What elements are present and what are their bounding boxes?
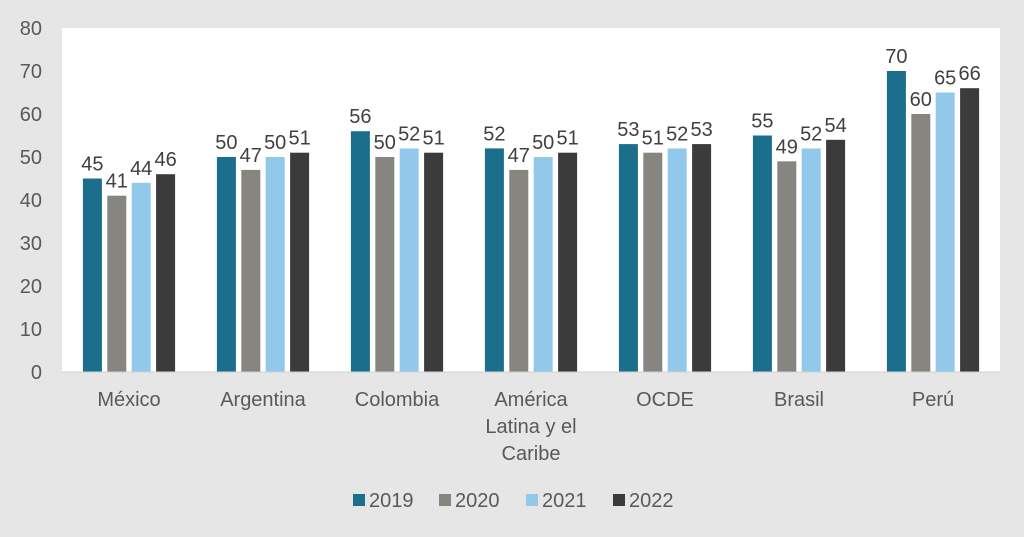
bar-2019 xyxy=(216,157,236,372)
data-label: 53 xyxy=(617,119,639,141)
data-label: 52 xyxy=(800,123,822,145)
legend-label: 2022 xyxy=(629,490,674,512)
bar-2019 xyxy=(618,144,638,372)
data-label: 49 xyxy=(776,136,798,158)
bar-2022 xyxy=(826,139,846,372)
data-label: 45 xyxy=(81,154,103,176)
data-label: 41 xyxy=(106,171,128,193)
data-label: 52 xyxy=(398,123,420,145)
bar-2022 xyxy=(960,88,980,372)
bar-2019 xyxy=(350,131,370,372)
legend-label: 2020 xyxy=(455,490,500,512)
bar-2022 xyxy=(692,144,712,372)
data-label: 60 xyxy=(910,89,932,111)
bars xyxy=(82,71,980,372)
data-label: 51 xyxy=(422,128,444,150)
data-label: 51 xyxy=(556,128,578,150)
data-label: 50 xyxy=(374,132,396,154)
bar-2019 xyxy=(82,178,102,372)
bar-2022 xyxy=(156,174,176,372)
y-tick-label: 60 xyxy=(20,104,42,126)
data-label: 47 xyxy=(240,145,262,167)
y-tick-label: 70 xyxy=(20,61,42,83)
y-tick-label: 0 xyxy=(31,362,42,384)
data-label: 50 xyxy=(215,132,237,154)
legend-swatch-2020 xyxy=(439,494,451,506)
bar-2019 xyxy=(484,148,504,372)
legend-label: 2019 xyxy=(369,490,414,512)
data-label: 66 xyxy=(958,63,980,85)
bar-2021 xyxy=(935,92,955,372)
bar-2020 xyxy=(911,114,931,372)
y-tick-label: 80 xyxy=(20,18,42,40)
data-label: 44 xyxy=(130,158,152,180)
data-label: 51 xyxy=(288,128,310,150)
bar-2022 xyxy=(424,152,444,372)
x-axis: México Argentina Colombia América Latina y e… xyxy=(97,389,954,465)
data-label: 52 xyxy=(483,123,505,145)
legend-label: 2021 xyxy=(542,490,587,512)
bar-2021 xyxy=(667,148,687,372)
bar-2022 xyxy=(290,152,310,372)
bar-2019 xyxy=(752,135,772,372)
data-label: 51 xyxy=(642,128,664,150)
x-tick-label: OCDE xyxy=(636,389,694,411)
x-tick-label: Perú xyxy=(912,389,954,411)
data-label: 70 xyxy=(885,46,907,68)
bar-2020 xyxy=(241,169,261,372)
y-axis: 0 10 20 30 40 50 60 70 80 xyxy=(20,18,42,384)
bar-2021 xyxy=(131,182,151,372)
data-label: 50 xyxy=(532,132,554,154)
bar-2020 xyxy=(107,195,127,372)
x-tick-label: Brasil xyxy=(774,389,824,411)
data-label: 50 xyxy=(264,132,286,154)
y-tick-label: 20 xyxy=(20,276,42,298)
legend-swatch-2022 xyxy=(613,494,625,506)
plot-area xyxy=(62,28,1000,372)
bar-2021 xyxy=(801,148,821,372)
data-label: 65 xyxy=(934,68,956,90)
x-tick-label: Caribe xyxy=(502,443,561,465)
bar-2020 xyxy=(777,161,797,372)
data-label: 53 xyxy=(690,119,712,141)
y-tick-label: 30 xyxy=(20,233,42,255)
x-tick-label: Colombia xyxy=(355,389,440,411)
bar-2020 xyxy=(509,169,529,372)
data-label: 55 xyxy=(751,111,773,133)
bar-2022 xyxy=(558,152,578,372)
bar-2019 xyxy=(886,71,906,372)
x-tick-label: Argentina xyxy=(220,389,306,411)
legend-swatch-2019 xyxy=(353,494,365,506)
legend: 2019 2020 2021 2022 xyxy=(353,490,674,512)
data-label: 56 xyxy=(349,106,371,128)
x-tick-label: Latina y el xyxy=(485,416,576,438)
y-tick-label: 10 xyxy=(20,319,42,341)
bar-2021 xyxy=(265,157,285,372)
x-tick-label: América xyxy=(494,389,568,411)
bar-2021 xyxy=(399,148,419,372)
x-tick-label: México xyxy=(97,389,160,411)
bar-2020 xyxy=(375,157,395,372)
bar-2020 xyxy=(643,152,663,372)
y-tick-label: 50 xyxy=(20,147,42,169)
bar-2021 xyxy=(533,157,553,372)
data-label: 52 xyxy=(666,123,688,145)
data-label: 47 xyxy=(508,145,530,167)
legend-swatch-2021 xyxy=(526,494,538,506)
data-label: 46 xyxy=(154,149,176,171)
y-tick-label: 40 xyxy=(20,190,42,212)
data-label: 54 xyxy=(824,115,846,137)
